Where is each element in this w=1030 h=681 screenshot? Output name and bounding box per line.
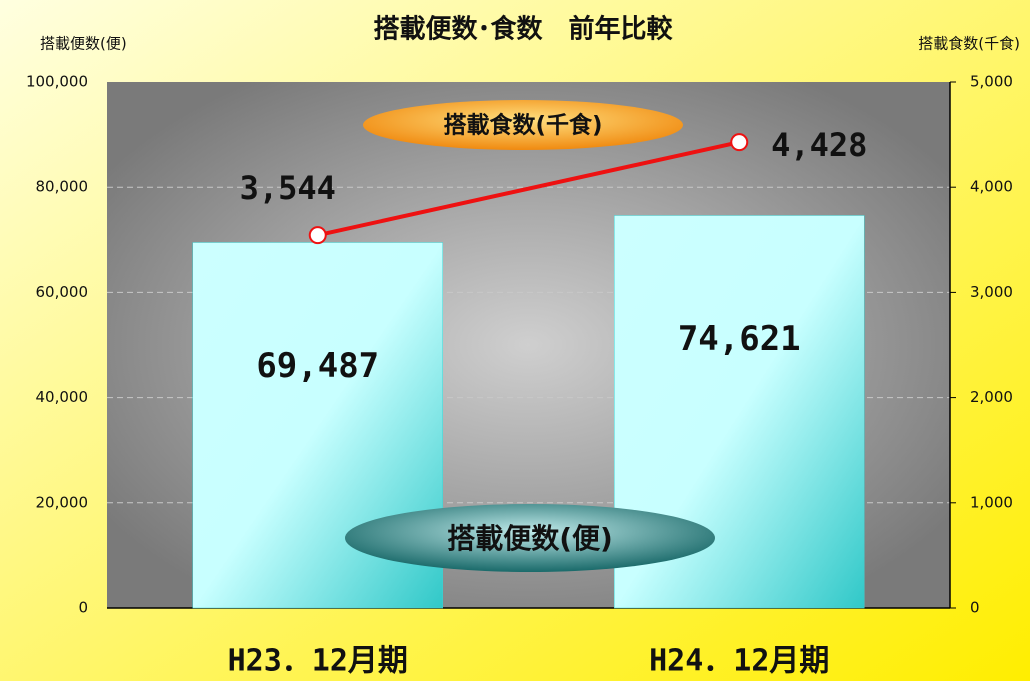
y-tick-label: 20,000 bbox=[36, 493, 89, 511]
y2-tick-label: 4,000 bbox=[970, 178, 1013, 196]
line-marker bbox=[730, 133, 749, 152]
x-tick-label: H24．12月期 bbox=[649, 644, 829, 679]
line-value-label: 3,544 bbox=[240, 169, 336, 207]
y-tick-label: 40,000 bbox=[36, 388, 89, 406]
line bbox=[317, 140, 740, 238]
y-tick-label: 60,000 bbox=[36, 283, 89, 301]
y2-axis-label: 搭載食数(千食) bbox=[918, 35, 1020, 53]
legend-label: 搭載食数(千食) bbox=[443, 112, 602, 139]
y-axis-label: 搭載便数(便) bbox=[40, 35, 127, 53]
x-tick-label: H23．12月期 bbox=[228, 644, 408, 679]
y-tick-label: 80,000 bbox=[36, 178, 89, 196]
y-tick-label: 0 bbox=[78, 599, 88, 617]
y2-tick-label: 1,000 bbox=[970, 493, 1013, 511]
bar-value-label: 69,487 bbox=[256, 346, 379, 386]
y2-tick-label: 3,000 bbox=[970, 283, 1013, 301]
legend-marker bbox=[363, 100, 683, 150]
legend-label: 搭載便数(便) bbox=[447, 522, 613, 555]
y2-tick-label: 2,000 bbox=[970, 388, 1013, 406]
bar-value-label: 74,621 bbox=[678, 319, 801, 359]
chart-title: 搭載便数･食数 前年比較 bbox=[373, 14, 673, 45]
y2-tick-label: 5,000 bbox=[970, 73, 1013, 91]
line-value-label: 4,428 bbox=[771, 126, 867, 164]
y-tick-label: 100,000 bbox=[26, 73, 88, 91]
line-marker bbox=[308, 226, 327, 245]
legend-marker bbox=[345, 504, 715, 572]
y2-tick-label: 0 bbox=[970, 599, 980, 617]
